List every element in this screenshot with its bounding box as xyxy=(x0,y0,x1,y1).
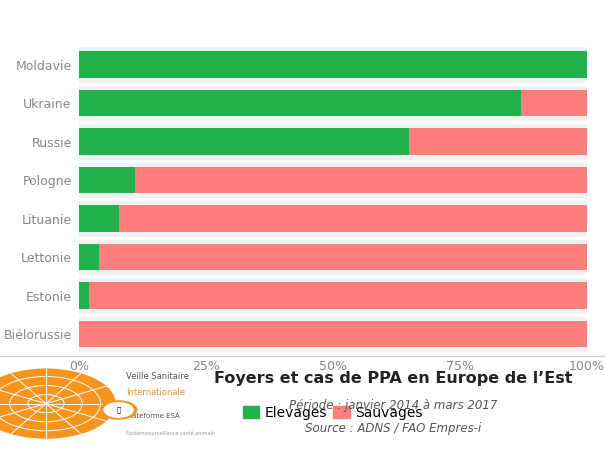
Text: Épidémiosurveillance santé animale: Épidémiosurveillance santé animale xyxy=(126,429,215,436)
Bar xyxy=(79,129,409,154)
Bar xyxy=(99,244,587,270)
Bar xyxy=(79,206,119,231)
Bar xyxy=(409,129,587,154)
Text: Plateforme ESA: Plateforme ESA xyxy=(126,413,180,419)
Bar xyxy=(79,90,521,116)
Bar xyxy=(79,167,134,193)
Text: Veille Sanitaire: Veille Sanitaire xyxy=(126,372,189,381)
Bar xyxy=(89,283,587,308)
Legend: Elevages, Sauvages: Elevages, Sauvages xyxy=(237,400,428,425)
Text: Internationale: Internationale xyxy=(126,388,185,397)
Text: Période : janvier 2014 à mars 2017: Période : janvier 2014 à mars 2017 xyxy=(289,399,497,412)
Text: 👁: 👁 xyxy=(116,407,121,413)
Bar xyxy=(79,244,99,270)
Bar xyxy=(79,283,89,308)
Text: Foyers et cas de PPA en Europe de l’Est: Foyers et cas de PPA en Europe de l’Est xyxy=(214,371,572,386)
Bar xyxy=(134,167,587,193)
Text: Source : ADNS / FAO Empres-i: Source : ADNS / FAO Empres-i xyxy=(305,422,482,434)
Circle shape xyxy=(100,401,137,419)
Bar xyxy=(79,52,587,77)
Bar xyxy=(79,321,587,347)
Bar xyxy=(119,206,587,231)
Bar xyxy=(521,90,587,116)
Circle shape xyxy=(104,403,133,417)
Circle shape xyxy=(0,369,115,438)
